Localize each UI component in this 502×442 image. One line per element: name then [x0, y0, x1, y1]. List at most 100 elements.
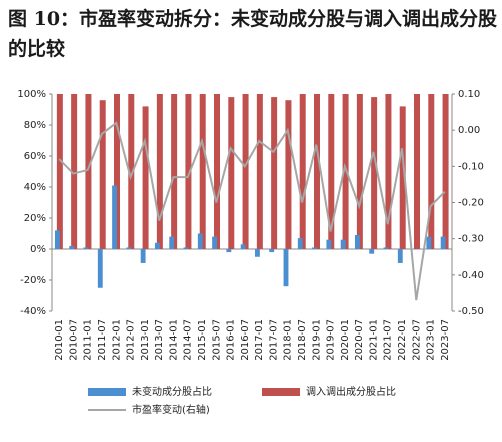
bar: [256, 94, 263, 249]
bar: [155, 242, 160, 249]
bar: [226, 249, 232, 253]
y-tick-label: 0%: [30, 244, 46, 255]
legend-swatch: [88, 388, 126, 396]
x-tick-label: 2011-01: [83, 319, 94, 361]
bar: [297, 238, 303, 249]
bar: [314, 94, 320, 249]
x-tick-label: 2010-07: [68, 319, 79, 361]
bar: [128, 94, 135, 249]
bar: [271, 97, 278, 249]
bar: [255, 249, 260, 257]
bar: [342, 94, 349, 249]
y-tick-label: -20%: [20, 275, 46, 286]
bar: [328, 94, 335, 249]
bar: [312, 247, 317, 249]
bar: [185, 94, 192, 249]
y-tick-label: 40%: [24, 182, 46, 193]
y-tick-label: 20%: [24, 213, 46, 224]
legend-swatch: [262, 388, 300, 396]
bar: [55, 230, 60, 249]
bar: [414, 94, 420, 249]
bar: [112, 185, 117, 249]
bar: [97, 249, 103, 288]
x-tick-label: 2012-07: [126, 319, 137, 361]
bar: [83, 247, 89, 249]
y2-tick-label: -0.20: [458, 198, 484, 209]
bar: [355, 235, 360, 249]
bar: [242, 94, 249, 249]
x-tick-label: 2012-01: [111, 319, 122, 361]
y-tick-label: 80%: [24, 120, 46, 131]
bar: [140, 249, 146, 263]
legend-label: 调入调出成分股占比: [306, 385, 396, 398]
bar: [385, 94, 392, 249]
bar: [383, 247, 389, 249]
x-tick-label: 2022-01: [397, 319, 408, 361]
x-tick-label: 2017-07: [268, 319, 279, 361]
chart-title: 图 10：市盈率变动拆分：未变动成分股与调入调出成分股的比较: [8, 8, 498, 60]
bar: [371, 97, 378, 249]
x-tick-label: 2023-01: [426, 319, 437, 361]
x-tick-label: 2011-07: [97, 319, 108, 361]
bar: [183, 247, 189, 249]
bar: [397, 249, 403, 263]
y2-tick-label: -0.40: [458, 270, 484, 281]
x-tick-label: 2018-07: [297, 319, 308, 361]
x-tick-label: 2021-01: [368, 319, 379, 361]
bar: [442, 94, 449, 249]
x-tick-label: 2023-07: [440, 319, 451, 361]
bar: [197, 233, 203, 249]
bar: [340, 239, 346, 249]
y-tick-label: -40%: [20, 306, 46, 317]
bar: [326, 239, 332, 249]
bar: [428, 94, 435, 249]
bar: [199, 94, 206, 249]
bar: [56, 94, 63, 249]
y2-tick-label: -0.10: [458, 161, 484, 172]
x-tick-label: 2019-07: [326, 319, 337, 361]
bar: [269, 249, 275, 253]
y2-tick-label: 0.10: [458, 89, 480, 100]
bar: [356, 94, 363, 249]
bar: [214, 94, 220, 249]
bar: [171, 94, 178, 249]
bar: [440, 236, 446, 249]
y2-tick-label: -0.30: [458, 234, 484, 245]
bar: [285, 100, 292, 249]
x-tick-label: 2016-07: [240, 319, 251, 361]
bar: [283, 249, 289, 287]
bar: [169, 236, 175, 249]
bar: [142, 106, 149, 250]
bar: [369, 249, 375, 254]
x-tick-label: 2018-01: [283, 319, 294, 361]
y-tick-label: 100%: [17, 89, 46, 100]
x-tick-label: 2021-07: [383, 319, 394, 361]
bar: [126, 247, 132, 249]
line: [58, 121, 446, 301]
x-tick-label: 2016-01: [226, 319, 237, 361]
x-tick-label: 2015-07: [211, 319, 222, 361]
bar: [99, 100, 106, 249]
bar: [114, 94, 120, 249]
bar: [399, 106, 406, 250]
bar: [426, 236, 432, 249]
x-tick-label: 2014-01: [168, 319, 179, 361]
legend-label: 未变动成分股占比: [132, 385, 212, 398]
x-tick-label: 2020-07: [354, 319, 365, 361]
y2-tick-label: -0.50: [458, 306, 484, 317]
x-tick-label: 2019-01: [311, 319, 322, 361]
y-tick-label: 60%: [24, 151, 46, 162]
bar: [71, 94, 78, 249]
bar: [69, 245, 75, 249]
bar: [85, 94, 92, 249]
x-tick-label: 2013-01: [140, 319, 151, 361]
x-tick-label: 2014-07: [183, 319, 194, 361]
bar: [299, 94, 306, 249]
x-tick-label: 2010-01: [54, 319, 65, 361]
bar: [212, 236, 217, 249]
x-tick-label: 2022-07: [411, 319, 422, 361]
x-tick-label: 2020-01: [340, 319, 351, 361]
y2-tick-label: 0.00: [458, 125, 480, 136]
